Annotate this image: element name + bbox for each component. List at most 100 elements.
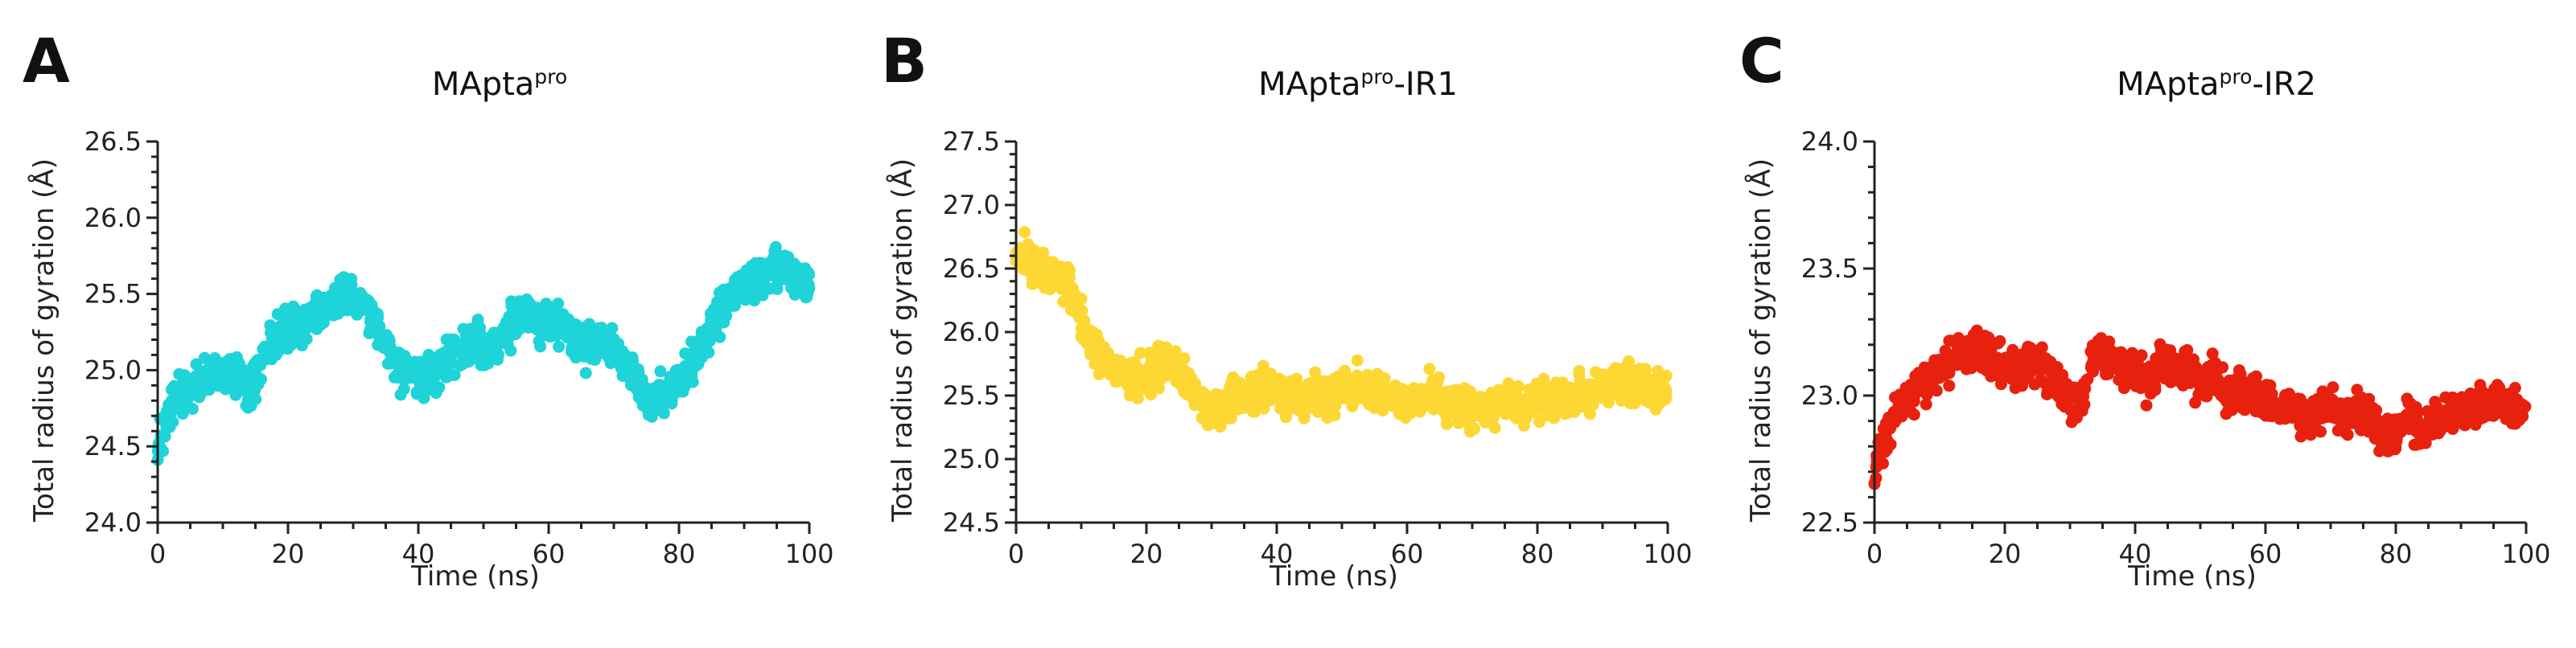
data-point xyxy=(681,366,694,379)
data-point xyxy=(1599,391,1612,404)
data-point xyxy=(1064,271,1076,284)
data-point xyxy=(1315,403,1327,416)
panel-c: C MAptapro-IR2 22.5 23.0 23.5 24.0 0 20 40 60 80 1… xyxy=(1717,0,2576,648)
data-point xyxy=(2069,405,2082,418)
data-point xyxy=(1440,417,1453,430)
data-point xyxy=(2326,393,2339,406)
data-point xyxy=(2352,410,2365,423)
data-point xyxy=(533,334,545,347)
data-point xyxy=(2470,396,2483,409)
data-point xyxy=(285,334,298,347)
data-point xyxy=(1548,412,1561,424)
data-point xyxy=(2158,343,2171,355)
data-point xyxy=(1895,410,1908,423)
data-point xyxy=(2442,408,2455,421)
data-point xyxy=(2186,357,2199,370)
data-point xyxy=(2041,384,2054,397)
data-point xyxy=(1245,394,1257,407)
x-tick-label: 40 xyxy=(1261,539,1294,569)
data-point xyxy=(713,286,726,299)
data-point xyxy=(1952,356,1965,369)
data-point xyxy=(1660,392,1673,405)
data-point xyxy=(1636,377,1648,390)
data-point xyxy=(1962,334,1975,347)
data-point xyxy=(2206,347,2219,360)
data-point xyxy=(1351,354,1364,367)
data-point xyxy=(232,386,245,398)
data-point xyxy=(1245,371,1257,383)
data-point xyxy=(1314,392,1327,404)
y-tick-label: 26.0 xyxy=(943,317,1000,347)
data-point xyxy=(764,267,777,280)
data-point xyxy=(1131,392,1144,404)
data-point xyxy=(1285,375,1298,388)
data-point xyxy=(2064,380,2076,393)
data-point xyxy=(1488,421,1501,434)
data-point xyxy=(1600,378,1612,391)
data-point xyxy=(2355,424,2368,437)
data-point xyxy=(686,375,699,388)
data-point xyxy=(2327,381,2339,394)
data-point xyxy=(751,272,764,285)
data-point xyxy=(2090,342,2103,355)
data-point xyxy=(1573,365,1586,378)
data-point xyxy=(1208,402,1220,415)
data-point xyxy=(1442,385,1455,398)
y-tick-label: 24.0 xyxy=(1801,126,1858,157)
chart-title-main: MApta xyxy=(2117,66,2219,103)
y-tick-label: 24.5 xyxy=(84,431,142,461)
data-point xyxy=(2315,425,2327,438)
data-point xyxy=(1994,334,2006,347)
x-tick-label: 80 xyxy=(663,539,696,569)
data-point xyxy=(351,297,363,310)
data-point xyxy=(1496,397,1508,410)
data-point xyxy=(1376,398,1389,411)
y-tick-label: 25.5 xyxy=(943,380,1000,411)
y-tick-label: 26.5 xyxy=(84,126,142,157)
data-point xyxy=(597,347,610,359)
data-point xyxy=(1303,395,1315,408)
data-point xyxy=(2216,361,2229,374)
data-point xyxy=(1920,398,1932,411)
data-point xyxy=(179,369,191,382)
data-point xyxy=(1423,363,1436,375)
data-point xyxy=(702,346,715,359)
data-point xyxy=(2340,397,2353,410)
data-point xyxy=(1155,363,1168,375)
data-point xyxy=(1479,392,1492,404)
data-point xyxy=(2035,341,2048,354)
data-point xyxy=(572,329,585,342)
data-point xyxy=(1018,226,1031,239)
data-point xyxy=(2276,401,2289,414)
data-point xyxy=(492,338,505,351)
x-tick-label: 0 xyxy=(1008,539,1024,569)
data-point xyxy=(769,240,782,253)
chart-title-main: MApta xyxy=(1258,66,1360,103)
x-tick-label: 80 xyxy=(1521,539,1554,569)
data-point xyxy=(1339,387,1352,399)
data-point xyxy=(1340,375,1353,388)
data-point xyxy=(394,388,407,401)
data-point xyxy=(1257,402,1270,415)
data-point xyxy=(2417,418,2429,431)
data-point xyxy=(1584,408,1596,420)
data-point xyxy=(231,356,244,369)
data-point xyxy=(2390,435,2403,448)
data-point xyxy=(1036,268,1049,281)
data-point xyxy=(1233,376,1246,389)
data-point xyxy=(2264,379,2277,392)
y-tick-label: 26.0 xyxy=(84,203,142,233)
x-tick-label: 100 xyxy=(784,539,833,569)
data-point xyxy=(1981,350,1994,363)
data-point xyxy=(405,364,418,377)
data-point xyxy=(2051,361,2064,374)
data-point xyxy=(1479,416,1492,429)
data-point xyxy=(796,280,809,293)
y-tick-label: 25.5 xyxy=(84,279,142,310)
data-point xyxy=(512,324,525,336)
data-point xyxy=(2264,392,2277,404)
data-point xyxy=(430,351,442,364)
data-point xyxy=(544,330,557,343)
data-point xyxy=(546,309,559,322)
data-point xyxy=(553,340,566,353)
